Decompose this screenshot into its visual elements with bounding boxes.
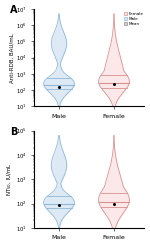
Text: A: A — [10, 5, 18, 15]
Text: B: B — [10, 127, 17, 137]
Legend: Female, Male, Mean: Female, Male, Mean — [123, 11, 144, 27]
Y-axis label: NT$_{50}$, IU/mL: NT$_{50}$, IU/mL — [6, 162, 14, 196]
Y-axis label: Anti-RDB, BAU/mL: Anti-RDB, BAU/mL — [9, 33, 14, 82]
